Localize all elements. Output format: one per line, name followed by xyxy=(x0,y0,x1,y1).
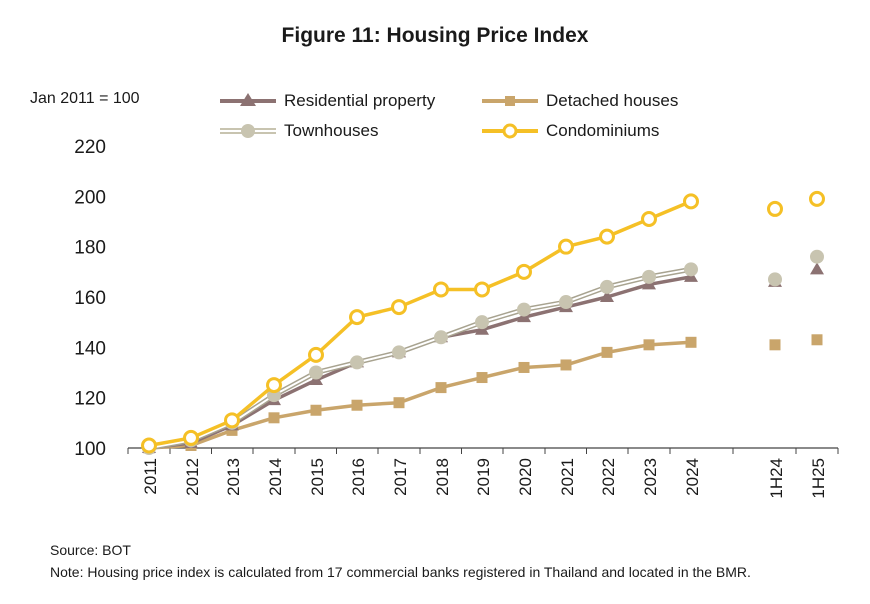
point-townhouses-2015 xyxy=(309,365,323,380)
x-tick-label: 2016 xyxy=(349,458,368,496)
x-tick-label: 1H24 xyxy=(767,458,786,499)
point-condominiums-1H25 xyxy=(809,190,825,207)
point-detached-2014 xyxy=(268,412,280,424)
point-townhouses-1H25 xyxy=(810,249,824,264)
x-tick-label: 2018 xyxy=(433,458,452,496)
point-detached-2018 xyxy=(435,382,447,394)
unit-label: Jan 2011 = 100 xyxy=(30,90,140,107)
note-text: Note: Housing price index is calculated … xyxy=(50,564,751,580)
point-condominiums-2011 xyxy=(141,437,157,454)
point-condominiums-1H24 xyxy=(767,200,783,217)
point-detached-2024 xyxy=(685,336,697,348)
point-detached-2020 xyxy=(518,361,530,373)
x-tick-label: 2017 xyxy=(391,458,410,496)
legend-label-townhouses: Townhouses xyxy=(284,121,379,140)
point-detached-2023 xyxy=(643,339,655,351)
point-condominiums-2013 xyxy=(224,412,240,429)
point-detached-1H25 xyxy=(811,334,823,346)
legend-residential: Residential property xyxy=(218,90,478,112)
point-townhouses-1H24 xyxy=(768,272,782,287)
x-tick-label: 2022 xyxy=(599,458,618,496)
y-tick-label: 180 xyxy=(74,238,106,259)
point-townhouses-2018 xyxy=(434,330,448,345)
point-detached-2022 xyxy=(601,346,613,358)
legend-marker-condominiums-icon xyxy=(482,123,538,139)
legend-condominiums: Condominiums xyxy=(480,120,720,142)
point-condominiums-2016 xyxy=(349,309,365,326)
point-condominiums-2021 xyxy=(558,238,574,255)
point-townhouses-2020 xyxy=(517,302,531,317)
point-detached-2016 xyxy=(351,399,363,411)
point-condominiums-2019 xyxy=(474,281,490,298)
legend-label-condominiums: Condominiums xyxy=(546,121,660,140)
point-residential-1H25 xyxy=(810,262,824,275)
point-residential-2022 xyxy=(600,290,614,302)
x-tick-label: 2013 xyxy=(224,458,243,496)
point-detached-2017 xyxy=(393,397,405,409)
x-tick-label: 2019 xyxy=(474,458,493,496)
y-tick-label: 220 xyxy=(74,137,106,158)
point-condominiums-2015 xyxy=(308,346,324,363)
point-condominiums-2020 xyxy=(516,263,532,280)
y-tick-label: 140 xyxy=(74,338,106,359)
y-tick-label: 200 xyxy=(74,187,106,208)
point-detached-2015 xyxy=(310,404,322,416)
point-townhouses-2022 xyxy=(600,279,614,294)
x-tick-label: 2012 xyxy=(183,458,202,496)
legend-label-detached: Detached houses xyxy=(546,91,679,110)
legend-detached: Detached houses xyxy=(480,90,720,112)
series-line-detached xyxy=(148,340,692,450)
point-townhouses-2021 xyxy=(559,295,573,310)
point-townhouses-2019 xyxy=(475,315,489,330)
x-tick-label: 2015 xyxy=(308,458,327,496)
x-tick-label: 2020 xyxy=(516,458,535,496)
legend-marker-detached-icon xyxy=(482,96,538,106)
legend-marker-townhouses-icon xyxy=(220,124,276,138)
x-tick-label: 2014 xyxy=(266,458,285,496)
y-tick-label: 120 xyxy=(74,389,106,410)
point-detached-2021 xyxy=(560,359,572,371)
point-townhouses-2016 xyxy=(350,355,364,370)
point-detached-1H24 xyxy=(769,339,781,351)
point-townhouses-2023 xyxy=(642,269,656,284)
chart-title: Figure 11: Housing Price Index xyxy=(281,24,589,47)
y-tick-label: 100 xyxy=(74,439,106,460)
point-condominiums-2012 xyxy=(183,429,199,446)
point-condominiums-2014 xyxy=(266,377,282,394)
x-tick-label: 2011 xyxy=(141,458,160,495)
point-condominiums-2023 xyxy=(641,210,657,227)
point-townhouses-2024 xyxy=(684,262,698,277)
y-tick-label: 160 xyxy=(74,288,106,309)
x-tick-label: 2021 xyxy=(558,458,577,496)
point-townhouses-2017 xyxy=(392,345,406,360)
point-detached-2019 xyxy=(476,372,488,384)
point-detached-2013 xyxy=(226,424,238,436)
point-condominiums-2024 xyxy=(683,193,699,210)
legend-label-residential: Residential property xyxy=(284,91,436,110)
x-tick-label: 2023 xyxy=(641,458,660,496)
point-condominiums-2022 xyxy=(599,228,615,245)
point-condominiums-2018 xyxy=(433,281,449,298)
source-text: Source: BOT xyxy=(50,542,131,558)
x-tick-label: 2024 xyxy=(683,458,702,496)
point-condominiums-2017 xyxy=(391,299,407,316)
x-tick-label: 1H25 xyxy=(809,458,828,499)
legend-townhouses: Townhouses xyxy=(218,120,478,142)
legend-marker-residential-icon xyxy=(220,93,276,106)
